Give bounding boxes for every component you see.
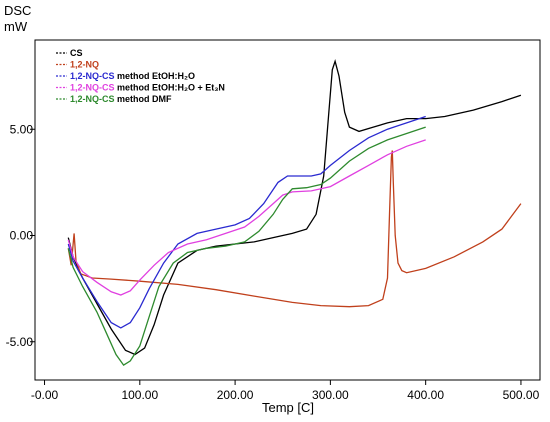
legend-entry-part: 1,2-NQ — [70, 60, 99, 70]
legend-entry: 1,2-NQ-CS method DMF — [70, 94, 172, 104]
legend-entry-part: method EtOH:H₂O — [115, 71, 196, 81]
plot-area — [34, 39, 541, 381]
axis-ticks: -0.00 100.00 200.00 300.00 400.00 500.00 5.00 0… — [6, 122, 540, 402]
series-line-5 — [67, 126, 426, 366]
legend-entry-part: CS — [70, 48, 83, 58]
x-tick-label: 100.00 — [121, 388, 158, 402]
y-axis-label: DSC — [4, 3, 31, 18]
legend-entry-part: 1,2-NQ-CS — [70, 94, 115, 104]
legend-entry: 1,2-NQ-CS method EtOH:H₂O — [70, 71, 195, 81]
legend-entry: 1,2-NQ — [70, 60, 99, 70]
x-tick-label: 500.00 — [503, 388, 540, 402]
series-layer — [67, 59, 522, 366]
y-tick-label: -5.00 — [6, 335, 34, 349]
series-line-4 — [67, 139, 426, 296]
legend-entry-part: method EtOH:H₂O + Et₃N — [115, 83, 225, 93]
x-axis-label: Temp [C] — [262, 400, 314, 415]
x-tick-label: 400.00 — [407, 388, 444, 402]
x-tick-label: -0.00 — [31, 388, 59, 402]
y-tick-label: 0.00 — [10, 229, 34, 243]
series-line-3 — [67, 115, 426, 329]
legend-entry-part: method DMF — [115, 94, 172, 104]
legend-entry: CS — [70, 48, 83, 58]
legend-entry-part: 1,2-NQ-CS — [70, 83, 115, 93]
x-tick-label: 200.00 — [217, 388, 254, 402]
series-line-1 — [67, 59, 522, 356]
legend-entry-part: 1,2-NQ-CS — [70, 71, 115, 81]
x-tick-label: 300.00 — [312, 388, 349, 402]
y-tick-label: 5.00 — [10, 122, 34, 136]
legend: CS1,2-NQ1,2-NQ-CS method EtOH:H₂O1,2-NQ-… — [56, 48, 225, 104]
legend-entry: 1,2-NQ-CS method EtOH:H₂O + Et₃N — [70, 83, 225, 93]
y-axis-unit: mW — [4, 19, 28, 34]
